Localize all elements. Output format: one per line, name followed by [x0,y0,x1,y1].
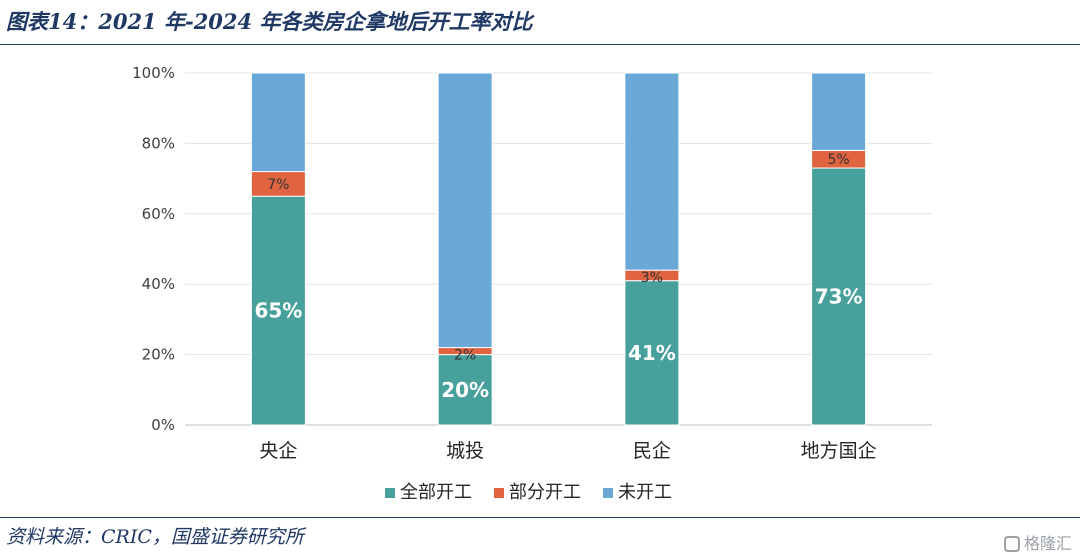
y-tick-label: 0% [151,416,175,434]
watermark-text: 格隆汇 [1023,534,1072,553]
y-tick-label: 80% [142,134,175,152]
bottom-divider [0,517,1080,518]
stacked-bar-chart: 0%20%40%60%80%100% 65%7%20%2% 41%3%73%5% … [132,64,932,503]
legend-label: 未开工 [618,482,672,503]
y-tick-label: 40% [142,275,175,293]
legend-label: 部分开工 [509,482,581,503]
bar-segment [250,72,306,173]
gridlines [185,72,932,426]
data-label-partial: 7% [267,177,289,193]
data-label-partial: 5% [828,152,850,168]
legend: 全部开工 部分开工 未开工 [385,482,672,503]
y-tick-label: 60% [142,205,175,223]
watermark: 格隆汇 [1003,530,1072,554]
x-category-label: 民企 [633,440,671,462]
bar-segment [437,354,493,426]
data-label-full: 41% [628,341,676,365]
bar-segment [250,195,306,426]
source-note: 资料来源：CRIC，国盛证券研究所 [6,526,304,548]
x-category-label: 地方国企 [801,440,877,462]
bars: 65% 7% 20% 2% 41% 3% 73% 5% [250,72,867,426]
x-category-label: 央企 [259,440,297,462]
legend-swatch [494,488,504,498]
x-category-label: 城投 [446,440,484,462]
data-label-full: 65% [254,299,302,323]
watermark-logo-icon [1003,536,1020,552]
legend-swatch [385,488,395,498]
bar-segment [811,72,867,151]
bar-segment [624,72,680,271]
x-axis: 央企 城投 民企 地方国企 [259,440,876,462]
data-label-partial: 2% [454,348,476,364]
y-tick-label: 20% [142,346,175,364]
legend-swatch [603,488,613,498]
y-axis: 0% 20% 40% 60% 80% 100% [132,64,175,434]
bar-segment [250,171,306,197]
chart-title: 图表14：2021 年-2024 年各类房企拿地后开工率对比 [6,9,533,34]
top-divider [0,44,1080,45]
y-tick-label: 100% [132,64,175,82]
bar-segment [437,72,493,349]
data-label-full: 20% [441,378,489,402]
data-label-partial: 3% [641,270,663,286]
legend-label: 全部开工 [400,482,472,503]
data-label-full: 73% [815,285,863,309]
